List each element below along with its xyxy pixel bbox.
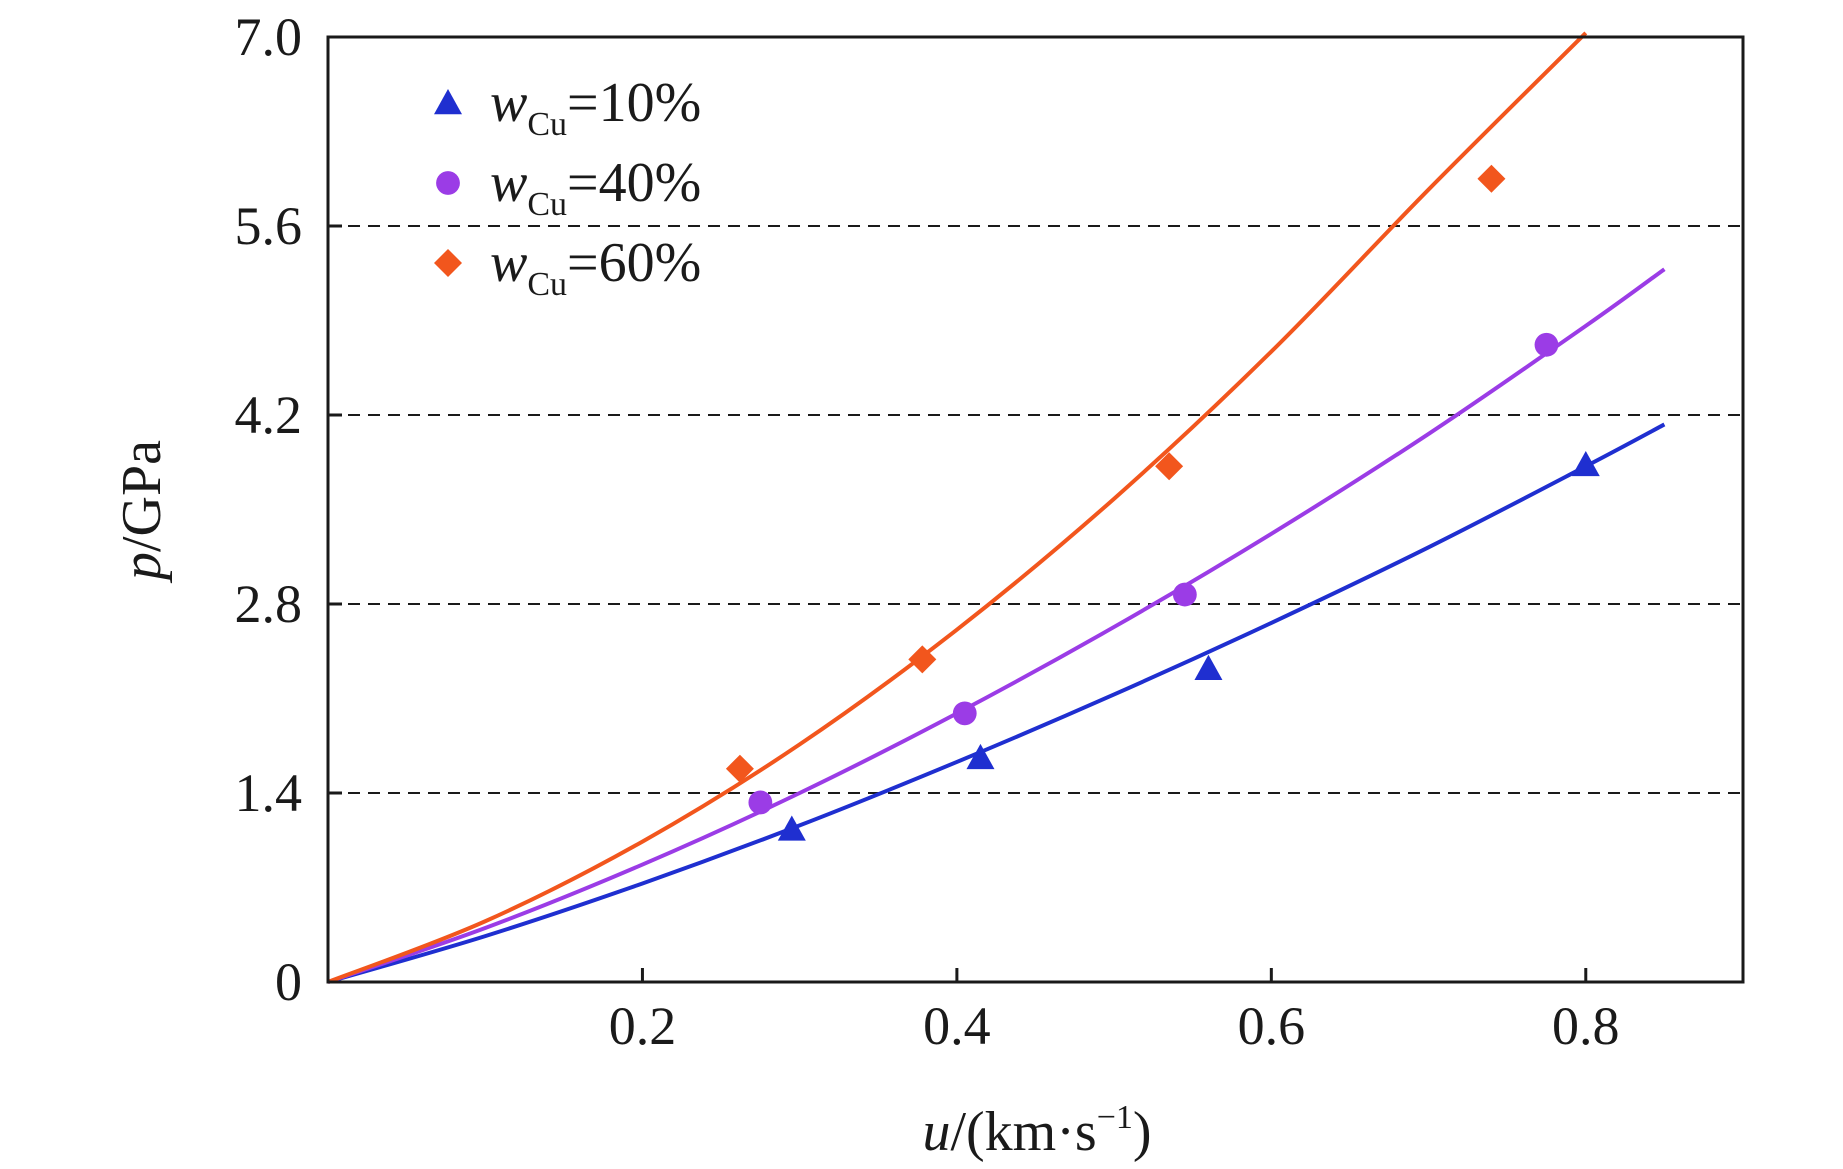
data-points <box>725 164 1600 841</box>
y-axis-var: p <box>111 552 173 584</box>
legend-var: w <box>490 72 527 134</box>
x-axis-unit-exp: −1 <box>1097 1099 1133 1136</box>
legend-label-1: wCu=10% <box>490 72 701 143</box>
fit-curve-2 <box>327 267 1666 984</box>
fit-curves <box>327 31 1666 984</box>
x-tick-label: 0.8 <box>1552 996 1620 1056</box>
y-tick-label: 0 <box>275 952 302 1012</box>
x-tick-label: 0.6 <box>1238 996 1306 1056</box>
y-tick-label: 4.2 <box>235 385 303 445</box>
axis-ticks: 0.2 0.4 0.6 0.8 0 1.4 2.8 4.2 5.6 7.0 <box>235 7 1620 1056</box>
y-tick-label: 1.4 <box>235 763 303 823</box>
fit-curve-3 <box>327 31 1588 984</box>
gridlines <box>328 225 1743 794</box>
legend-marker-1 <box>434 89 462 115</box>
plot-frame <box>326 35 1745 984</box>
fit-curve-1 <box>327 422 1666 984</box>
x-tick-label: 0.2 <box>609 996 677 1056</box>
legend-value: =60% <box>567 232 701 294</box>
legend-sub: Cu <box>527 106 567 143</box>
legend-sub: Cu <box>527 186 567 223</box>
legend-var: w <box>490 152 527 214</box>
legend-value: =40% <box>567 152 701 214</box>
data-point-series-2 <box>748 790 773 815</box>
legend-sub: Cu <box>527 266 567 303</box>
x-axis-unit: /(km·s <box>950 1101 1096 1163</box>
data-point-series-3 <box>1477 164 1506 193</box>
legend-value: =10% <box>567 72 701 134</box>
x-axis-var: u <box>922 1101 950 1163</box>
y-axis-unit: /GPa <box>111 440 173 552</box>
legend-marker-2 <box>436 171 460 195</box>
y-tick-label: 5.6 <box>235 196 303 256</box>
x-tick-label: 0.4 <box>923 996 991 1056</box>
data-point-series-2 <box>1534 332 1559 357</box>
data-point-series-3 <box>725 754 754 783</box>
legend-marker-3 <box>434 249 462 277</box>
data-point-series-2 <box>952 701 977 726</box>
legend: wCu=10%wCu=40%wCu=60% <box>434 72 701 303</box>
y-tick-label: 7.0 <box>235 7 303 67</box>
x-axis-label: u/(km·s−1) <box>922 1099 1151 1163</box>
data-point-series-3 <box>1155 452 1184 481</box>
data-point-series-1 <box>777 815 806 841</box>
legend-var: w <box>490 232 527 294</box>
data-point-series-3 <box>908 645 937 674</box>
legend-label-3: wCu=60% <box>490 232 701 303</box>
data-point-series-1 <box>1571 450 1600 477</box>
y-axis-label: p/GPa <box>111 440 173 584</box>
x-axis-unit-close: ) <box>1133 1101 1152 1163</box>
legend-label-2: wCu=40% <box>490 152 701 223</box>
y-tick-label: 2.8 <box>235 574 303 634</box>
data-point-series-1 <box>1194 654 1223 680</box>
data-point-series-2 <box>1172 582 1197 607</box>
data-point-series-1 <box>966 743 995 770</box>
